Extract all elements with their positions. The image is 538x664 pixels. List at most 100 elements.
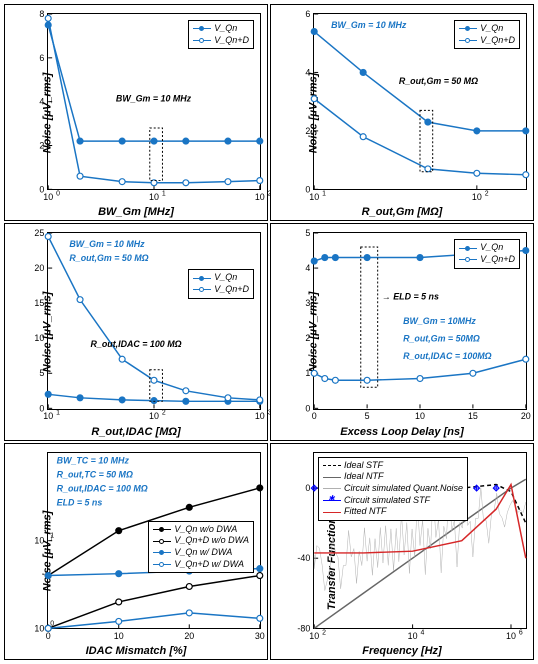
xlabel: Frequency [Hz] (362, 645, 441, 657)
legend: V_QnV_Qn+D (188, 269, 254, 298)
legend-item: V_Qn+D (193, 35, 249, 47)
svg-text:4: 4 (305, 263, 310, 273)
legend-label: V_Qn w/o DWA (174, 524, 237, 536)
legend-item: V_Qn+D (193, 284, 249, 296)
svg-text:10: 10 (408, 631, 418, 641)
legend-item: V_Qn+D w/ DWA (153, 559, 249, 571)
plot-area: 102104106-80-400 Ideal STFIdeal NTFCircu… (313, 452, 527, 629)
svg-text:ELD = 5 ns: ELD = 5 ns (57, 497, 103, 507)
svg-text:6: 6 (39, 53, 44, 63)
svg-text:5: 5 (305, 228, 310, 238)
svg-text:BW_TC = 10 MHz: BW_TC = 10 MHz (57, 455, 130, 465)
legend-item: V_Qn+D w/o DWA (153, 535, 249, 547)
panel-mismatch: Noise [μV_rms] IDAC Mismatch [%] 0102030… (4, 443, 268, 660)
legend-label: Ideal NTF (344, 471, 384, 483)
svg-text:6: 6 (305, 9, 310, 19)
legend: V_QnV_Qn+D (454, 20, 520, 49)
svg-text:8: 8 (39, 9, 44, 19)
legend-item: V_Qn w/ DWA (153, 547, 249, 559)
plot-area: 10010110202468BW_Gm = 10 MHz V_QnV_Qn+D (47, 13, 261, 190)
legend-item: V_Qn+D (459, 35, 515, 47)
legend-item: Circuit simulated Quant.Noise (323, 483, 463, 495)
svg-text:0: 0 (312, 412, 317, 422)
svg-text:2: 2 (305, 333, 310, 343)
svg-text:1: 1 (56, 410, 60, 417)
plot-area: 1011020246BW_Gm = 10 MHzR_out,Gm = 50 MΩ… (313, 13, 527, 190)
svg-text:2: 2 (39, 140, 44, 150)
svg-text:1: 1 (50, 532, 54, 539)
legend-label: V_Qn (214, 23, 237, 35)
svg-text:25: 25 (34, 228, 44, 238)
legend-label: V_Qn+D (480, 35, 515, 47)
svg-text:10: 10 (309, 192, 319, 202)
legend-item: V_Qn+D (459, 254, 515, 266)
svg-text:3: 3 (305, 298, 310, 308)
svg-text:5: 5 (365, 412, 370, 422)
svg-text:0: 0 (305, 404, 310, 414)
svg-text:→ ELD = 5 ns: → ELD = 5 ns (382, 292, 439, 302)
svg-text:0: 0 (56, 190, 60, 197)
legend-item: V_Qn (459, 242, 515, 254)
svg-text:10: 10 (506, 631, 516, 641)
xlabel: R_out,Gm [MΩ] (362, 206, 443, 218)
svg-text:BW_Gm = 10 MHz: BW_Gm = 10 MHz (69, 239, 145, 249)
legend-label: V_Qn+D (214, 35, 249, 47)
svg-text:10: 10 (255, 412, 265, 422)
svg-text:R_out,IDAC = 100MΩ: R_out,IDAC = 100MΩ (403, 352, 492, 362)
panel-bwgm: Noise [μV_rms] BW_Gm [MHz] 1001011020246… (4, 4, 268, 221)
panel-eld: Noise [μV_rms] Excess Loop Delay [ns] 05… (270, 223, 534, 440)
svg-text:-40: -40 (297, 553, 310, 563)
svg-text:1: 1 (162, 190, 166, 197)
legend-label: V_Qn+D w/ DWA (174, 559, 244, 571)
legend: V_Qn w/o DWAV_Qn+D w/o DWAV_Qn w/ DWAV_Q… (148, 521, 254, 574)
panel-ntf: Transfer Function [dB] Frequency [Hz] 10… (270, 443, 534, 660)
legend: V_QnV_Qn+D (454, 239, 520, 268)
svg-text:30: 30 (255, 631, 265, 641)
svg-text:10: 10 (255, 192, 265, 202)
svg-text:-80: -80 (297, 623, 310, 633)
svg-text:0: 0 (305, 483, 310, 493)
svg-text:20: 20 (521, 412, 531, 422)
legend-item: V_Qn (459, 23, 515, 35)
svg-text:2: 2 (305, 126, 310, 136)
xlabel: IDAC Mismatch [%] (86, 645, 187, 657)
svg-text:2: 2 (322, 629, 326, 636)
legend-label: V_Qn w/ DWA (174, 547, 232, 559)
legend-label: V_Qn (480, 23, 503, 35)
legend-item: V_Qn w/o DWA (153, 524, 249, 536)
svg-text:10: 10 (114, 631, 124, 641)
legend-label: Ideal STF (344, 460, 383, 472)
svg-text:10: 10 (149, 412, 159, 422)
svg-text:BW_Gm = 10 MHz: BW_Gm = 10 MHz (116, 94, 192, 104)
legend: Ideal STFIdeal NTFCircuit simulated Quan… (318, 457, 468, 521)
svg-text:10: 10 (43, 192, 53, 202)
svg-text:10: 10 (309, 631, 319, 641)
svg-text:0: 0 (39, 184, 44, 194)
svg-text:10: 10 (34, 535, 44, 545)
svg-text:R_out,TC = 50 MΩ: R_out,TC = 50 MΩ (57, 469, 133, 479)
svg-text:5: 5 (39, 369, 44, 379)
svg-text:2: 2 (485, 190, 489, 197)
legend-label: V_Qn (214, 272, 237, 284)
legend-label: Circuit simulated STF (344, 495, 430, 507)
svg-text:0: 0 (46, 631, 51, 641)
legend-label: V_Qn+D (214, 284, 249, 296)
svg-text:BW_Gm = 10MHz: BW_Gm = 10MHz (403, 316, 476, 326)
legend-item: Ideal NTF (323, 471, 463, 483)
svg-text:R_out,Gm = 50MΩ: R_out,Gm = 50MΩ (403, 334, 480, 344)
legend-item: Fitted NTF (323, 506, 463, 518)
plot-svg: 1011021030510152025BW_Gm = 10 MHzR_out,G… (48, 233, 260, 408)
legend-item: Ideal STF (323, 460, 463, 472)
plot-area: 05101520012345BW_Gm = 10MHzR_out,Gm = 50… (313, 232, 527, 409)
legend-label: Fitted NTF (344, 506, 387, 518)
legend-item: V_Qn (193, 272, 249, 284)
svg-text:10: 10 (34, 333, 44, 343)
svg-text:0: 0 (305, 184, 310, 194)
svg-text:6: 6 (519, 629, 523, 636)
svg-text:BW_Gm = 10 MHz: BW_Gm = 10 MHz (331, 20, 407, 30)
svg-text:1: 1 (322, 190, 326, 197)
xlabel: R_out,IDAC [MΩ] (91, 426, 180, 438)
legend-label: V_Qn+D w/o DWA (174, 535, 249, 547)
svg-text:4: 4 (305, 67, 310, 77)
svg-text:20: 20 (34, 263, 44, 273)
